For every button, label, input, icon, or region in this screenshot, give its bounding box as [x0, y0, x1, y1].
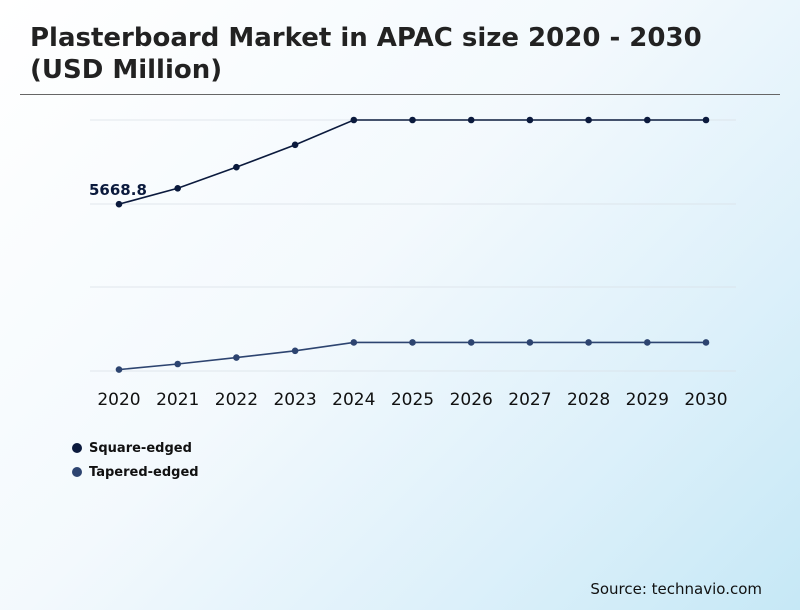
x-tick-label-2025: 2025 — [391, 390, 434, 410]
x-tick-label-2022: 2022 — [215, 390, 258, 410]
data-point-1-2027 — [526, 339, 534, 346]
data-point-0-2030 — [702, 116, 710, 124]
x-tick-label-2020: 2020 — [97, 390, 140, 410]
data-point-0-2028 — [585, 116, 592, 124]
data-point-0-2026 — [467, 116, 475, 124]
legend-item-1: Tapered-edged — [72, 460, 199, 484]
data-label-first-point: 5668.8 — [89, 181, 147, 199]
x-tick-label-2023: 2023 — [273, 390, 316, 410]
data-point-0-2027 — [526, 116, 534, 124]
x-tick-label-2026: 2026 — [450, 390, 493, 410]
data-point-1-2022 — [233, 354, 240, 361]
legend-swatch-icon — [72, 467, 82, 477]
data-point-0-2029 — [644, 116, 651, 124]
data-point-1-2025 — [409, 339, 416, 346]
series-line-1 — [118, 341, 706, 371]
data-point-0-2024 — [350, 116, 358, 124]
title-divider — [20, 94, 780, 95]
data-point-0-2022 — [233, 163, 240, 171]
data-point-1-2021 — [174, 360, 181, 368]
data-point-1-2028 — [585, 339, 592, 346]
data-point-1-2020 — [115, 366, 123, 373]
data-point-1-2023 — [291, 347, 299, 355]
data-point-0-2023 — [291, 141, 299, 149]
data-point-0-2020 — [115, 200, 123, 208]
series-line-0 — [118, 119, 706, 205]
x-tick-label-2028: 2028 — [567, 390, 610, 410]
legend-item-0: Square-edged — [72, 436, 199, 460]
x-tick-label-2021: 2021 — [156, 390, 199, 410]
x-tick-label-2027: 2027 — [508, 390, 551, 410]
data-point-1-2029 — [644, 339, 651, 346]
legend-swatch-icon — [72, 443, 82, 453]
data-point-1-2026 — [467, 339, 475, 346]
x-tick-label-2029: 2029 — [626, 390, 669, 410]
chart-title: Plasterboard Market in APAC size 2020 - … — [30, 23, 702, 85]
legend: Square-edged Tapered-edged — [72, 436, 199, 484]
data-point-1-2030 — [702, 339, 710, 346]
data-point-1-2024 — [350, 339, 358, 346]
data-point-0-2021 — [174, 184, 181, 192]
x-tick-label-2024: 2024 — [332, 390, 375, 410]
x-tick-label-2030: 2030 — [684, 390, 727, 410]
data-point-0-2025 — [409, 116, 416, 124]
source-credit: Source: technavio.com — [590, 580, 762, 598]
legend-label: Tapered-edged — [89, 464, 199, 480]
legend-label: Square-edged — [89, 440, 192, 456]
